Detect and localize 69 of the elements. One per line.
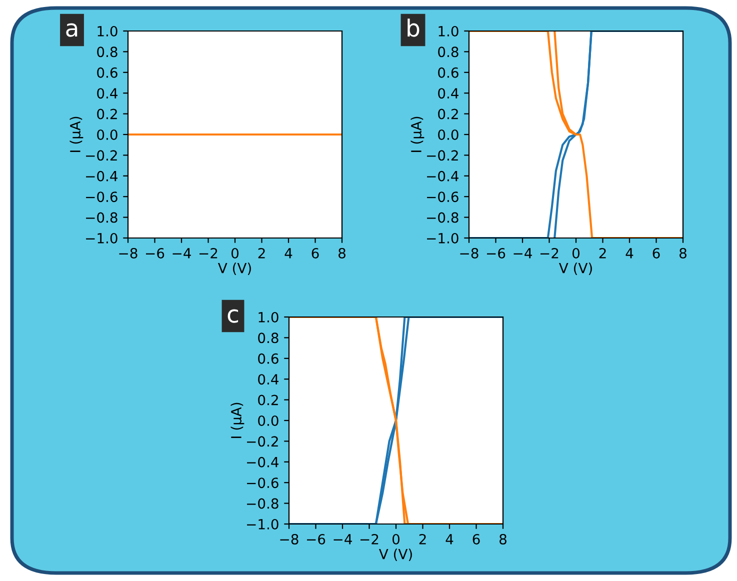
x-tick-label: −6 — [306, 534, 326, 544]
x-axis-title: V (V) — [218, 262, 251, 275]
x-tick-label: 0 — [231, 248, 238, 258]
y-tick-label: 1.0 — [258, 312, 278, 322]
y-tick-label: −0.6 — [86, 192, 118, 202]
x-tick-label: 8 — [680, 248, 686, 258]
x-tick-label: 4 — [284, 248, 292, 258]
text: a — [66, 23, 78, 37]
x-tick-label: 0 — [572, 248, 580, 258]
y-tick-label: 0.4 — [258, 374, 278, 385]
y-tick-label: −0.8 — [427, 212, 458, 223]
text: b — [408, 18, 420, 37]
x-tick-label: 6 — [652, 248, 660, 258]
y-tick-label: 0.0 — [438, 129, 458, 140]
y-tick-label: 1.0 — [438, 26, 458, 36]
y-tick-label: 0.8 — [438, 46, 458, 58]
y-tick-label: 0.0 — [97, 129, 118, 140]
y-axis-title: I (μA) — [410, 116, 424, 152]
x-axis-title: V (V) — [378, 548, 412, 561]
x-tick-label: −2 — [199, 248, 218, 258]
y-tick-label: 1.0 — [98, 26, 118, 36]
y-tick-label: 0.2 — [258, 394, 278, 406]
y-tick-label: 0.4 — [438, 88, 458, 99]
x-tick-label: −8 — [280, 534, 298, 544]
y-tick-label: 0.2 — [97, 108, 117, 120]
y-tick-label: −0.8 — [247, 498, 278, 509]
y-tick-label: −1.0 — [247, 518, 278, 530]
x-tick-label: 2 — [599, 248, 606, 258]
x-tick-label: −6 — [486, 248, 506, 258]
x-tick-label: −4 — [334, 534, 352, 544]
x-tick-label: −8 — [119, 248, 138, 258]
y-tick-label: −0.8 — [86, 212, 118, 223]
x-tick-label: −4 — [514, 248, 532, 258]
x-tick-label: −8 — [460, 248, 478, 258]
y-tick-label: −1.0 — [86, 232, 118, 244]
x-tick-label: 2 — [258, 248, 265, 258]
x-tick-label: 6 — [312, 248, 319, 258]
y-axis-title: I (μA) — [230, 402, 244, 438]
y-tick-label: −0.6 — [247, 478, 278, 488]
x-tick-label: −4 — [172, 248, 191, 258]
y-tick-label: −0.4 — [86, 170, 118, 182]
y-axis-title: I (μA) — [70, 116, 84, 152]
y-tick-label: 0.8 — [258, 332, 278, 344]
y-tick-label: −1.0 — [427, 232, 458, 244]
x-tick-label: −6 — [146, 248, 164, 258]
x-tick-label: −2 — [360, 534, 378, 544]
y-tick-label: 0.6 — [97, 67, 118, 78]
x-tick-label: 4 — [626, 248, 634, 258]
x-tick-label: 8 — [500, 534, 506, 544]
x-tick-label: 4 — [446, 534, 454, 544]
x-tick-label: 6 — [472, 534, 480, 544]
y-tick-label: −0.2 — [247, 436, 278, 447]
y-tick-label: 0.6 — [258, 353, 278, 364]
x-tick-label: −2 — [540, 248, 558, 258]
y-tick-label: 0.2 — [438, 108, 458, 120]
y-tick-label: −0.6 — [427, 192, 458, 202]
text: c — [228, 309, 238, 323]
y-tick-label: 0.6 — [438, 67, 458, 78]
y-tick-label: −0.2 — [427, 150, 458, 161]
x-axis-title: V (V) — [558, 262, 592, 275]
y-tick-label: −0.4 — [427, 170, 458, 182]
x-tick-label: 2 — [419, 534, 426, 544]
y-tick-label: 0.0 — [258, 415, 278, 426]
y-tick-label: 0.4 — [97, 88, 118, 99]
y-tick-label: −0.4 — [247, 456, 278, 468]
x-tick-label: 8 — [338, 248, 346, 258]
y-tick-label: −0.2 — [86, 150, 117, 161]
y-tick-label: 0.8 — [97, 46, 118, 58]
x-tick-label: 0 — [392, 534, 400, 544]
